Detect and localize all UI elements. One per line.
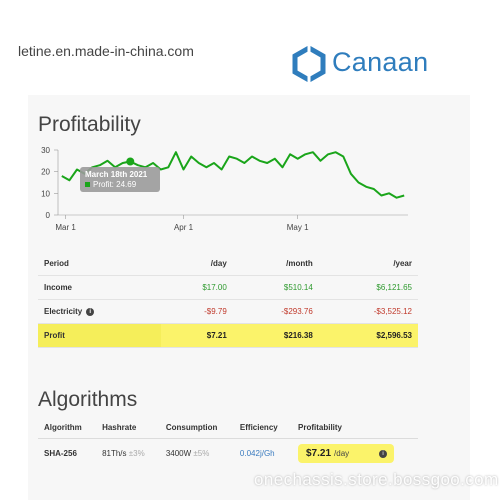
col-algorithm: Algorithm (38, 416, 97, 439)
profitability-unit: /day (334, 448, 350, 458)
profitability-cell: $7.21/day i (292, 439, 418, 468)
algorithms-header: Algorithm Hashrate Consumption Efficienc… (38, 416, 418, 439)
highlight-point (126, 157, 135, 166)
col-consumption: Consumption (159, 416, 234, 439)
y-tick-label: 0 (46, 211, 51, 220)
site-url[interactable]: letine.en.made-in-china.com (18, 43, 194, 59)
profitability-chart[interactable]: 0 10 20 30 Mar 1 Apr 1 May 1 March 18th 2021 … (28, 140, 418, 240)
tooltip-swatch (85, 182, 90, 187)
consumption-tolerance: ±5% (193, 448, 210, 458)
brand-name: Canaan (332, 47, 429, 77)
profitability-value: $7.21 (306, 447, 332, 459)
algorithms-title: Algorithms (38, 388, 138, 411)
watermark: onechassis.store.bossgoo.com (254, 470, 499, 489)
hashrate-tolerance: ±3% (128, 448, 145, 458)
profit-row: Profit $7.21 $216.38 $2,596.53 (38, 323, 418, 348)
hexagon-logo-icon (292, 46, 326, 82)
algorithm-name: SHA-256 (44, 448, 77, 458)
x-tick-label: May 1 (287, 223, 309, 232)
series-layer (61, 151, 405, 199)
consumption-cell: 3400W ±5% (160, 439, 234, 468)
income-day: $17.00 (160, 275, 233, 300)
col-day: /day (160, 252, 233, 276)
electricity-row: Electricity i -$9.79 -$293.76 -$3,525.12 (38, 299, 418, 324)
info-icon[interactable]: i (86, 307, 95, 316)
col-profitability: Profitability (292, 416, 418, 439)
y-tick-label: 10 (41, 189, 50, 198)
efficiency-value: 0.042j/Gh (239, 448, 275, 458)
algorithms-table: Algorithm Hashrate Consumption Efficienc… (38, 416, 418, 467)
electricity-label: Electricity (44, 307, 83, 316)
info-icon[interactable]: i (379, 449, 387, 458)
y-tick-label: 20 (41, 168, 50, 177)
y-tick-label: 30 (41, 146, 50, 155)
tooltip-profit: Profit: 24.69 (93, 180, 137, 189)
income-year: $6,121.65 (318, 275, 418, 300)
income-label: Income (38, 275, 161, 300)
profitability-title: Profitability (38, 113, 141, 136)
col-hashrate: Hashrate (96, 416, 160, 439)
hashrate-value: 81Th/s (102, 448, 127, 458)
profit-series-line (61, 151, 405, 199)
tooltip-date: March 18th 2021 (85, 170, 148, 179)
profit-table-header: Period /day /month /year (38, 252, 418, 276)
col-efficiency: Efficiency (233, 416, 292, 439)
col-period: Period (38, 252, 161, 276)
x-axis: Mar 1 Apr 1 May 1 (55, 214, 408, 232)
electricity-year: -$3,525.12 (318, 299, 418, 324)
profit-table: Period /day /month /year Income $17.00 $… (38, 252, 418, 348)
chart-tooltip: March 18th 2021 Profit: 24.69 (80, 167, 160, 192)
consumption-value: 3400W (165, 448, 192, 458)
profitability-badge[interactable]: $7.21/day i (298, 443, 394, 463)
electricity-month: -$293.76 (232, 299, 319, 324)
income-row: Income $17.00 $510.14 $6,121.65 (38, 275, 418, 300)
income-month: $510.14 (232, 275, 319, 300)
col-month: /month (232, 252, 319, 276)
hashrate-cell: 81Th/s ±3% (96, 439, 160, 468)
profit-day: $7.21 (160, 323, 233, 348)
col-year: /year (318, 252, 418, 276)
algorithm-row: SHA-256 81Th/s ±3% 3400W ±5% 0.042j/Gh $… (38, 439, 418, 468)
electricity-day: -$9.79 (160, 299, 233, 324)
profit-month: $216.38 (232, 323, 319, 348)
electricity-cell: Electricity i (38, 299, 161, 324)
profit-year: $2,596.53 (318, 323, 418, 348)
canaan-logo: Canaan (292, 44, 432, 84)
y-axis: 0 10 20 30 (41, 146, 59, 220)
profit-label: Profit (38, 323, 161, 348)
x-tick-label: Mar 1 (55, 223, 76, 232)
x-tick-label: Apr 1 (174, 223, 194, 232)
